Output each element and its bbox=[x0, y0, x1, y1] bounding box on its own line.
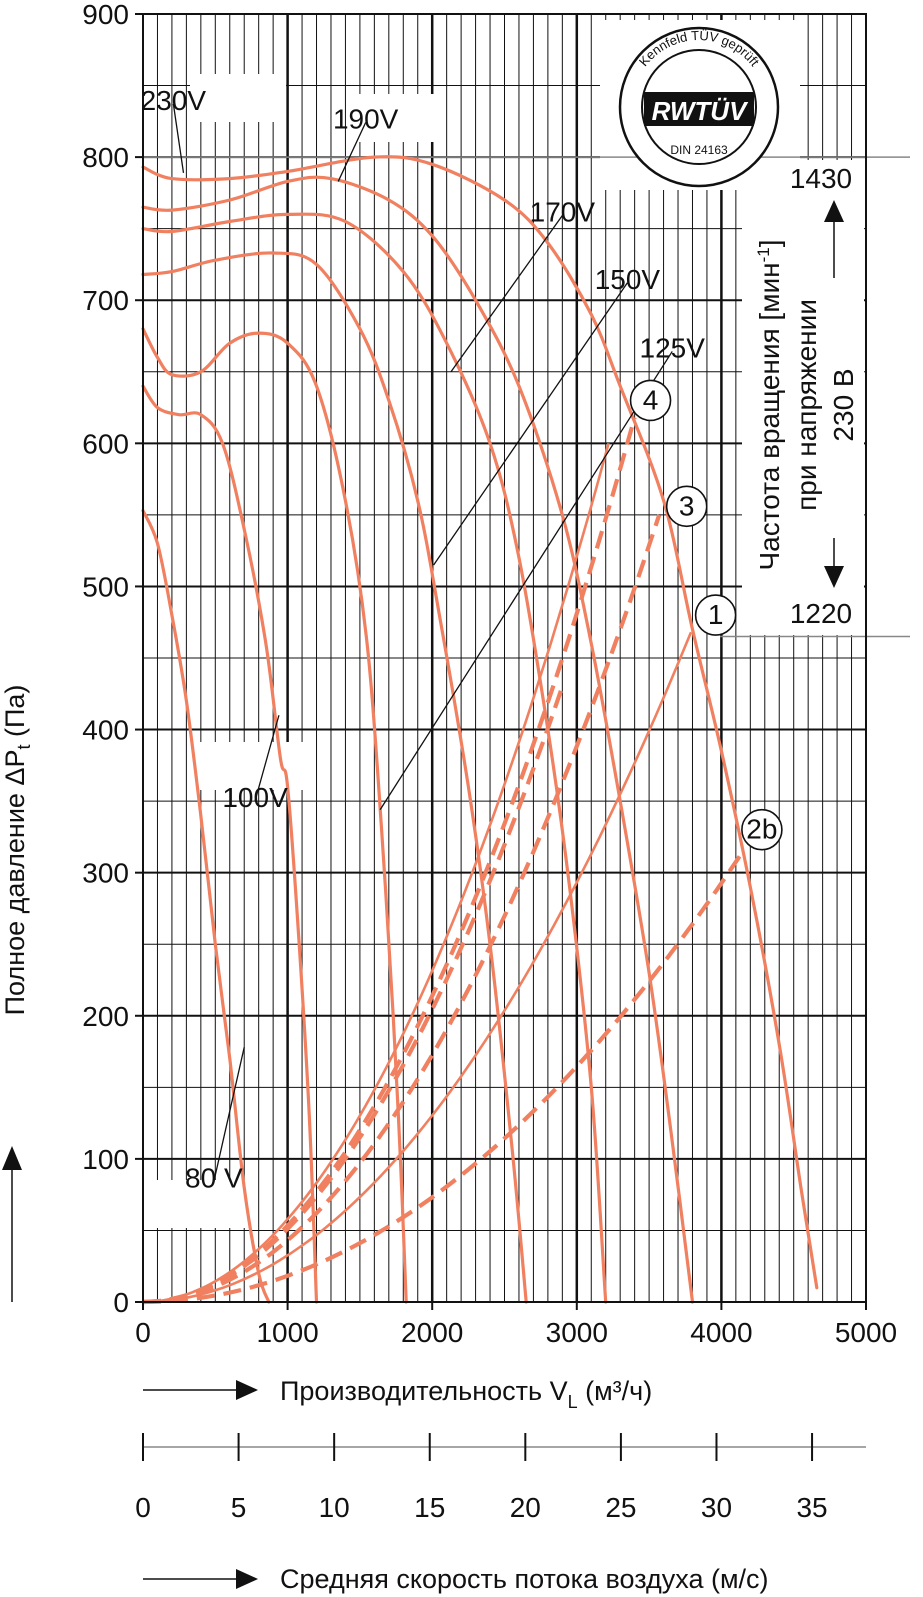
velocity-axis-arrow bbox=[143, 1569, 258, 1589]
y-tick-label: 600 bbox=[82, 428, 129, 459]
system-curve-label: 4 bbox=[643, 384, 659, 415]
y-tick-label: 700 bbox=[82, 285, 129, 316]
velocity-tick-label: 35 bbox=[796, 1492, 827, 1523]
y-axis-arrow bbox=[2, 1146, 22, 1302]
label-leaders bbox=[172, 103, 673, 1182]
fan-curve-190v bbox=[141, 175, 695, 1304]
y-tick-label: 500 bbox=[82, 571, 129, 602]
label-background bbox=[742, 160, 864, 635]
plot-frame bbox=[142, 13, 867, 1303]
system-curve-extra-4 bbox=[142, 442, 610, 1304]
label-background bbox=[190, 74, 286, 122]
leader-line bbox=[450, 215, 563, 373]
fan-curve-80v bbox=[141, 509, 271, 1304]
system-curve-badge bbox=[629, 379, 672, 422]
leader-line bbox=[172, 103, 185, 173]
system-curve-badge bbox=[741, 808, 783, 851]
x-tick-label: 2000 bbox=[401, 1317, 463, 1348]
x-tick-label: 0 bbox=[135, 1317, 151, 1348]
fan-curve-230v bbox=[141, 155, 819, 1290]
leader-line bbox=[213, 1047, 245, 1182]
stamp-logo: RWTÜV bbox=[652, 96, 750, 126]
system-curve-label: 1 bbox=[708, 599, 724, 630]
speed-annotation-line2: при напряжении bbox=[791, 299, 822, 511]
curve-label: 125V bbox=[640, 332, 706, 363]
curve-label: 150V bbox=[595, 264, 661, 295]
system-curve-1 bbox=[142, 631, 693, 1304]
x-tick-label: 5000 bbox=[835, 1317, 897, 1348]
system-curve-labels: 4 3 1 2b bbox=[629, 379, 783, 851]
y-tick-label: 300 bbox=[82, 858, 129, 889]
curve-label: 190V bbox=[333, 103, 399, 134]
leader-line bbox=[337, 122, 367, 182]
speed-annotation-line3: 230 В bbox=[828, 368, 859, 441]
system-curve-badge bbox=[665, 485, 708, 528]
stamp-din: DIN 24163 bbox=[670, 143, 728, 157]
fan-curve-100v bbox=[141, 384, 319, 1304]
y-axis-ticks: 0 100 200 300 400 500 600 700 800 900 bbox=[82, 0, 143, 1318]
y-tick-label: 800 bbox=[82, 142, 129, 173]
arrow-down-icon bbox=[824, 566, 844, 588]
arrow-right-icon bbox=[236, 1380, 258, 1400]
y-axis-title: Полное давление ΔPt (Па) bbox=[0, 685, 34, 1016]
velocity-tick-label: 25 bbox=[605, 1492, 636, 1523]
fan-curve-170v bbox=[141, 212, 608, 1304]
system-curve-label: 2b bbox=[746, 814, 777, 845]
x-axis-title: Производительность VL (м³/ч) bbox=[280, 1376, 652, 1412]
velocity-tick-label: 5 bbox=[231, 1492, 247, 1523]
tuv-stamp: Kennfeld TÜV geprüft RWTÜV DIN 24163 bbox=[618, 26, 780, 188]
fan-curve-125v bbox=[141, 327, 408, 1304]
label-background bbox=[346, 94, 442, 142]
x-axis-arrow bbox=[143, 1380, 258, 1400]
x-axis-ticks: 0 1000 2000 3000 4000 5000 bbox=[135, 1302, 897, 1348]
velocity-tick-label: 0 bbox=[135, 1492, 151, 1523]
velocity-tick-label: 20 bbox=[510, 1492, 541, 1523]
speed-annotation: Частота вращения [мин-1] при напряжении … bbox=[754, 163, 859, 629]
leader-line bbox=[433, 282, 628, 566]
x-tick-label: 3000 bbox=[546, 1317, 608, 1348]
velocity-tick-label: 15 bbox=[414, 1492, 445, 1523]
y-tick-label: 900 bbox=[82, 0, 129, 30]
velocity-tick-label: 10 bbox=[319, 1492, 350, 1523]
curve-label: 80 V bbox=[185, 1162, 243, 1193]
system-curve-3 bbox=[142, 514, 662, 1305]
system-curves bbox=[142, 417, 745, 1305]
x-tick-label: 1000 bbox=[256, 1317, 318, 1348]
label-background bbox=[155, 1180, 245, 1228]
system-curve-extra-5 bbox=[142, 685, 565, 1305]
y-tick-label: 200 bbox=[82, 1001, 129, 1032]
velocity-axis-title: Средняя скорость потока воздуха (м/с) bbox=[280, 1564, 769, 1594]
arrow-up-icon bbox=[824, 200, 844, 222]
major-grid bbox=[143, 14, 866, 1302]
velocity-tick-label: 30 bbox=[701, 1492, 732, 1523]
system-curve-2b bbox=[142, 850, 745, 1305]
leader-line bbox=[379, 351, 673, 811]
speed-annotation-line1: Частота вращения [мин-1] bbox=[754, 240, 785, 571]
stamp-logo-bar bbox=[644, 92, 754, 126]
x-tick-label: 4000 bbox=[690, 1317, 752, 1348]
system-curve-label: 3 bbox=[679, 490, 695, 521]
speed-reference-lines bbox=[143, 156, 910, 638]
curve-labels: 230V 190V 170V 150V 125V 100V 80 V bbox=[141, 85, 706, 1194]
system-curve-badge bbox=[694, 594, 737, 636]
curve-label: 170V bbox=[530, 196, 596, 227]
label-background bbox=[198, 742, 310, 790]
velocity-axis: 0 5 10 15 20 25 30 35 bbox=[135, 1433, 866, 1523]
rpm-low-label: 1220 bbox=[790, 598, 852, 629]
y-tick-label: 0 bbox=[113, 1287, 129, 1318]
rpm-high-label: 1430 bbox=[790, 163, 852, 194]
y-tick-label: 400 bbox=[82, 715, 129, 746]
leader-line bbox=[254, 715, 280, 801]
curve-label: 230V bbox=[141, 85, 207, 116]
arrow-right-icon bbox=[236, 1569, 258, 1589]
curve-label: 100V bbox=[222, 782, 288, 813]
arrow-up-icon bbox=[2, 1146, 22, 1170]
y-tick-label: 100 bbox=[82, 1144, 129, 1175]
